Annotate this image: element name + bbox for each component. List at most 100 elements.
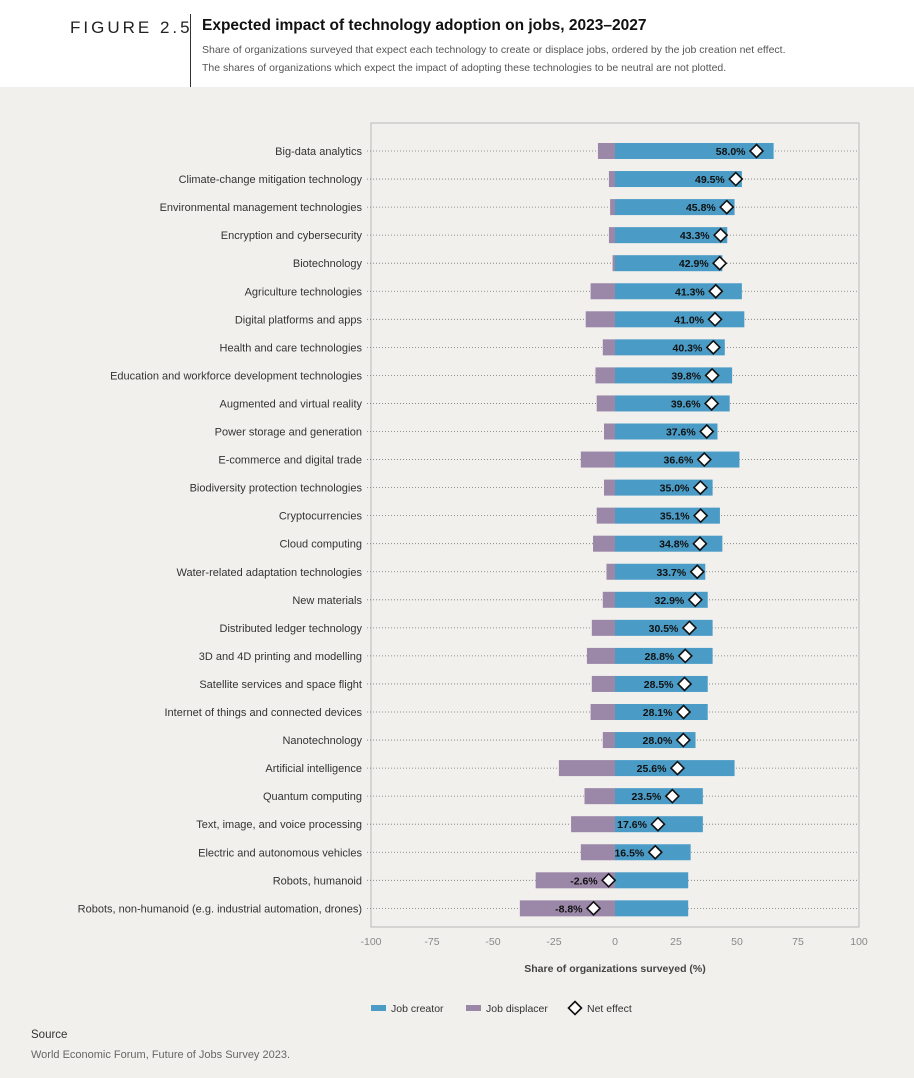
category-label: Water-related adaptation technologies: [177, 567, 363, 579]
figure-label: FIGURE 2.5: [70, 18, 193, 37]
net-effect-marker: [712, 255, 728, 271]
job-creator-bar: [615, 395, 730, 412]
net-effect-label: 45.8%: [686, 202, 716, 214]
category-label: Augmented and virtual reality: [220, 398, 363, 410]
job-displacer-bar: [593, 535, 615, 552]
job-displacer-bar: [590, 704, 615, 720]
job-displacer-bar: [586, 647, 615, 664]
category-label: Digital platforms and apps: [235, 314, 363, 326]
job-creator-bar: [615, 143, 774, 159]
job-creator-bar: [615, 563, 706, 580]
legend-label-creator: Job creator: [391, 1003, 444, 1015]
category-label: New materials: [292, 595, 362, 607]
net-effect-label: 39.6%: [671, 398, 701, 410]
net-effect-label: 43.3%: [680, 230, 710, 242]
job-creator-bar: [615, 591, 708, 608]
job-displacer-bar: [604, 479, 615, 496]
net-effect-label: 34.8%: [659, 539, 689, 551]
category-label: Electric and autonomous vehicles: [198, 847, 362, 859]
job-displacer-bar: [585, 311, 615, 328]
job-displacer-bar: [596, 507, 615, 524]
net-effect-label: 39.8%: [671, 370, 701, 382]
job-displacer-bar: [608, 171, 615, 188]
net-effect-marker: [681, 620, 698, 636]
net-effect-label: 23.5%: [632, 791, 662, 803]
job-creator-bar: [615, 283, 742, 300]
net-effect-marker: [692, 536, 708, 552]
legend-swatch-creator: [371, 1005, 386, 1011]
job-creator-bar: [615, 788, 703, 805]
x-tick-label: 100: [850, 936, 868, 948]
net-effect-label: 36.6%: [664, 455, 694, 467]
job-displacer-bar: [612, 255, 615, 272]
category-label: Nanotechnology: [282, 735, 362, 747]
net-effect-label: 41.0%: [674, 314, 704, 326]
job-creator-bar: [615, 171, 742, 188]
net-effect-marker: [713, 227, 729, 243]
category-label: Agriculture technologies: [245, 286, 363, 298]
x-tick-label: 50: [731, 936, 743, 948]
plot-area: [370, 122, 860, 928]
net-effect-label: -2.6%: [570, 875, 598, 887]
net-effect-marker: [669, 760, 686, 776]
source-text: World Economic Forum, Future of Jobs Sur…: [31, 1049, 291, 1061]
job-displacer-bar: [584, 788, 615, 805]
job-creator-bar: [615, 367, 733, 384]
job-displacer-bar: [596, 395, 615, 412]
category-label: Satellite services and space flight: [199, 679, 362, 691]
net-effect-marker: [601, 872, 617, 888]
net-effect-marker: [664, 788, 680, 804]
header-divider: [190, 14, 191, 87]
net-effect-label: 49.5%: [695, 174, 725, 186]
category-label: Health and care technologies: [220, 342, 363, 354]
job-creator-bar: [615, 339, 725, 356]
category-label: Robots, humanoid: [273, 875, 362, 887]
job-displacer-bar: [604, 423, 615, 440]
net-effect-label: 25.6%: [637, 763, 667, 775]
net-effect-marker: [650, 816, 666, 832]
job-displacer-bar: [535, 872, 615, 889]
x-axis-label: Share of organizations surveyed (%): [524, 963, 705, 975]
job-displacer-bar: [608, 227, 615, 244]
category-label: Encryption and cybersecurity: [221, 230, 363, 242]
job-displacer-bar: [602, 339, 615, 356]
category-label: Biodiversity protection technologies: [190, 483, 363, 495]
category-label: Cryptocurrencies: [279, 511, 363, 523]
x-tick-label: -25: [546, 936, 561, 948]
job-displacer-bar: [580, 451, 615, 468]
category-label: Quantum computing: [263, 791, 362, 803]
job-creator-bar: [615, 255, 723, 272]
job-displacer-bar: [595, 367, 615, 384]
x-tick-label: 25: [670, 936, 682, 948]
net-effect-marker: [705, 339, 721, 355]
category-label: Biotechnology: [293, 258, 363, 270]
job-creator-bar: [615, 507, 720, 524]
category-label: Distributed ledger technology: [220, 623, 363, 635]
net-effect-label: 30.5%: [649, 623, 679, 635]
legend-swatch-displacer: [466, 1005, 481, 1011]
net-effect-marker: [704, 367, 720, 384]
net-effect-marker: [699, 423, 715, 440]
net-effect-marker: [677, 648, 693, 664]
job-creator-bar: [615, 423, 718, 440]
net-effect-marker: [585, 900, 602, 916]
job-displacer-bar: [591, 619, 615, 636]
net-effect-label: 28.1%: [643, 707, 673, 719]
net-effect-label: 32.9%: [654, 595, 684, 607]
net-effect-marker: [647, 844, 663, 860]
category-label: Big-data analytics: [275, 146, 362, 158]
net-effect-label: 35.1%: [660, 511, 690, 523]
job-creator-bar: [615, 199, 735, 216]
figure-header: FIGURE 2.5 Expected impact of technology…: [0, 0, 914, 87]
job-displacer-bar: [606, 563, 615, 580]
chart-subtitle: Share of organizations surveyed that exp…: [202, 41, 786, 77]
net-effect-label: 33.7%: [656, 567, 686, 579]
job-creator-bar: [615, 535, 723, 552]
category-label: Environmental management technologies: [160, 202, 363, 214]
chart: Big-data analytics 58.0% Climate-change mi…: [78, 122, 868, 1016]
net-effect-label: 40.3%: [673, 342, 703, 354]
subtitle-line-2: The shares of organizations which expect…: [202, 62, 727, 74]
x-tick-label: 75: [792, 936, 804, 948]
legend-label-net: Net effect: [587, 1003, 632, 1015]
job-displacer-bar: [610, 199, 615, 216]
